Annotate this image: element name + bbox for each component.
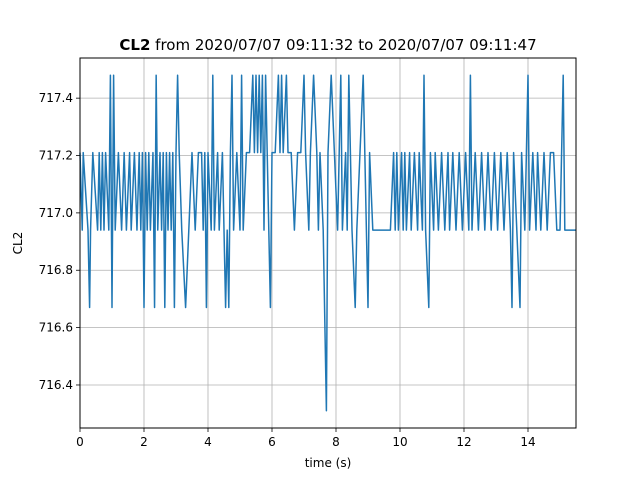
x-axis-label: time (s) bbox=[305, 456, 352, 470]
y-tick-label: 717.0 bbox=[39, 206, 73, 220]
series-line bbox=[79, 74, 576, 412]
y-tick-label: 716.6 bbox=[39, 321, 73, 335]
x-tick-label: 10 bbox=[392, 435, 407, 449]
x-tick-label: 8 bbox=[332, 435, 340, 449]
y-axis-label: CL2 bbox=[11, 232, 25, 255]
chart-title: CL2 from 2020/07/07 09:11:32 to 2020/07/… bbox=[119, 36, 536, 54]
y-tick-label: 717.4 bbox=[39, 91, 73, 105]
x-tick-label: 12 bbox=[456, 435, 471, 449]
x-tick-label: 14 bbox=[520, 435, 535, 449]
chart-title-rest: from 2020/07/07 09:11:32 to 2020/07/07 0… bbox=[150, 36, 536, 54]
series-layer bbox=[79, 74, 576, 412]
x-tick-label: 4 bbox=[204, 435, 212, 449]
chart-title-bold: CL2 bbox=[119, 36, 150, 54]
x-tick-label: 6 bbox=[268, 435, 276, 449]
x-axis: 0 2 4 6 8 10 12 14 bbox=[76, 428, 536, 449]
plot-frame bbox=[79, 57, 577, 429]
y-tick-label: 717.2 bbox=[39, 149, 73, 163]
x-tick-label: 2 bbox=[140, 435, 148, 449]
y-tick-label: 716.4 bbox=[39, 378, 73, 392]
y-axis: 716.4 716.6 716.8 717.0 717.2 717.4 bbox=[39, 91, 80, 392]
y-tick-label: 716.8 bbox=[39, 263, 73, 277]
x-tick-label: 0 bbox=[76, 435, 84, 449]
